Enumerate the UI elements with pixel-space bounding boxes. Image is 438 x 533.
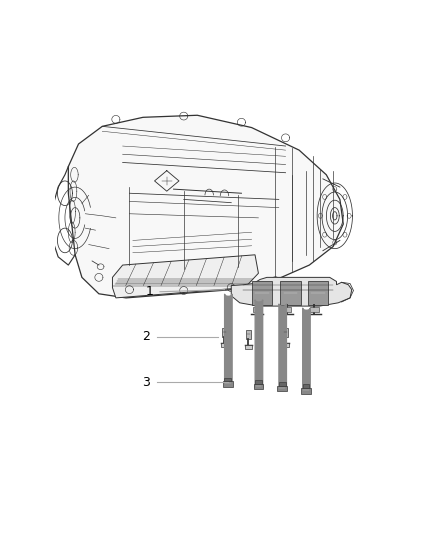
Bar	[253, 306, 261, 312]
Bar	[301, 388, 311, 393]
Bar	[244, 345, 252, 349]
Bar	[283, 306, 291, 312]
Polygon shape	[113, 255, 258, 298]
Bar	[307, 281, 328, 305]
Bar	[251, 281, 272, 305]
Bar	[255, 381, 262, 384]
Bar	[224, 377, 231, 381]
Polygon shape	[231, 277, 352, 306]
Bar	[283, 328, 288, 337]
Text: 1: 1	[146, 285, 154, 298]
Bar	[221, 343, 228, 347]
Bar	[277, 386, 287, 391]
Bar	[280, 281, 301, 305]
Bar	[311, 306, 318, 312]
Polygon shape	[68, 115, 343, 298]
Text: 2: 2	[142, 330, 150, 343]
Bar	[246, 330, 251, 339]
Bar	[303, 384, 309, 388]
Bar	[282, 343, 290, 347]
Bar	[223, 381, 233, 386]
Bar	[254, 384, 263, 390]
Bar	[279, 383, 286, 386]
Bar	[222, 328, 227, 337]
Text: 3: 3	[142, 376, 150, 389]
